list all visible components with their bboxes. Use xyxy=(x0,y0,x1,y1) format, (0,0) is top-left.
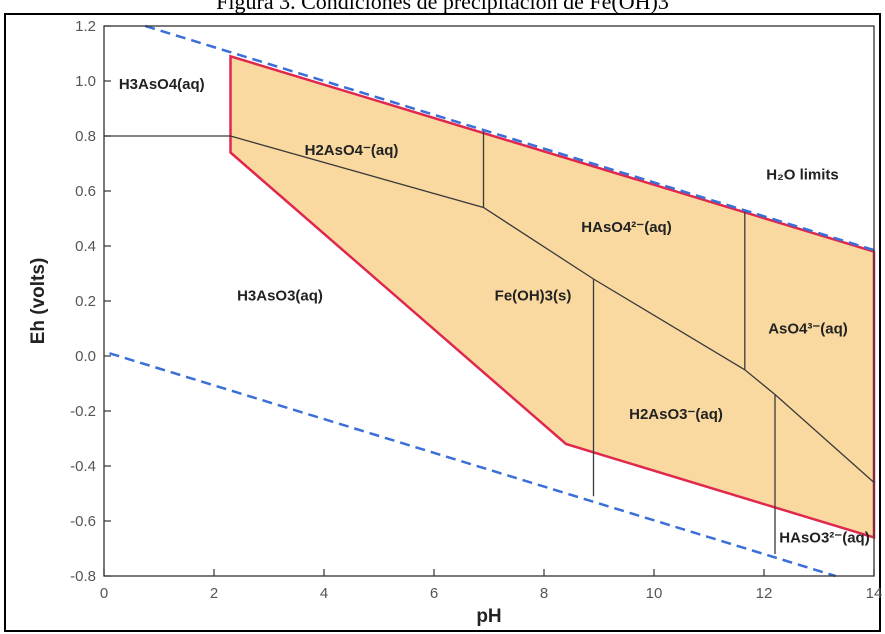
x-tick-label: 10 xyxy=(646,585,663,602)
figure-title: Figura 3. Condiciones de precipitación d… xyxy=(216,0,669,14)
x-tick-label: 8 xyxy=(540,585,548,602)
x-tick-label: 2 xyxy=(210,585,218,602)
y-tick-label: 1.2 xyxy=(75,18,96,35)
x-tick-label: 0 xyxy=(100,585,108,602)
y-tick-label: -0.2 xyxy=(70,403,96,420)
region-label: HAsO3²⁻(aq) xyxy=(779,530,869,547)
y-tick-label: 0.6 xyxy=(75,183,96,200)
y-tick-label: 0.2 xyxy=(75,293,96,310)
x-tick-label: 4 xyxy=(320,585,328,602)
y-tick-label: 0.8 xyxy=(75,128,96,145)
y-tick-label: 0.0 xyxy=(75,348,96,365)
y-tick-label: 0.4 xyxy=(75,238,96,255)
y-tick-label: 1.0 xyxy=(75,73,96,90)
y-tick-label: -0.4 xyxy=(70,458,96,475)
x-tick-label: 12 xyxy=(756,585,773,602)
x-tick-label: 6 xyxy=(430,585,438,602)
region-label: H3AsO3(aq) xyxy=(237,288,323,305)
y-axis-title: Eh (volts) xyxy=(28,258,49,345)
water-limit-lower xyxy=(109,352,836,578)
y-tick-label: -0.8 xyxy=(70,568,96,585)
region-label: H2AsO3⁻(aq) xyxy=(629,406,723,423)
y-tick-label: -0.6 xyxy=(70,513,96,530)
x-axis-title: pH xyxy=(476,606,501,627)
species-boundary-1 xyxy=(230,135,875,483)
figure-frame xyxy=(4,13,881,632)
x-tick-label: 14 xyxy=(866,585,883,602)
region-label: H₂O limits xyxy=(766,167,839,184)
region-label: H3AsO4(aq) xyxy=(119,76,205,93)
region-label: AsO4³⁻(aq) xyxy=(768,321,848,338)
region-label: HAsO4²⁻(aq) xyxy=(581,219,671,236)
region-label: Fe(OH)3(s) xyxy=(495,288,572,305)
region-label: H2AsO4⁻(aq) xyxy=(305,142,399,159)
